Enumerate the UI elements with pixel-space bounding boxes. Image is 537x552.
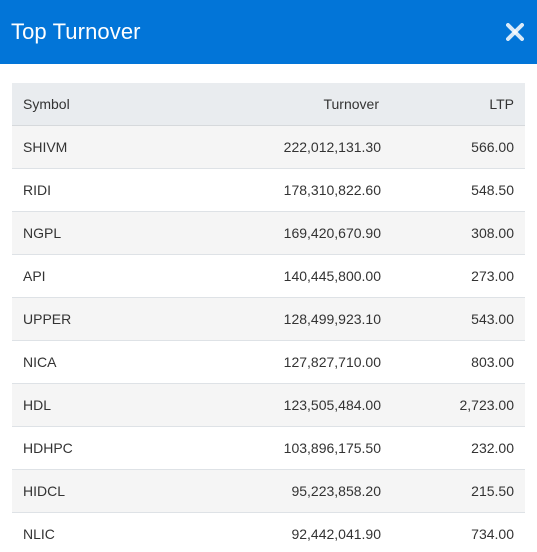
symbol-cell[interactable]: NICA xyxy=(12,340,173,384)
turnover-cell: 123,505,484.00 xyxy=(173,383,381,427)
turnover-cell: 169,420,670.90 xyxy=(173,211,381,255)
table-row: HDHPC 103,896,175.50 232.00 xyxy=(12,426,525,470)
turnover-cell: 103,896,175.50 xyxy=(173,426,381,470)
ltp-cell: 273.00 xyxy=(381,254,525,298)
symbol-cell[interactable]: SHIVM xyxy=(12,125,173,169)
table-row: SHIVM 222,012,131.30 566.00 xyxy=(12,125,525,169)
table-row: UPPER 128,499,923.10 543.00 xyxy=(12,297,525,341)
turnover-cell: 222,012,131.30 xyxy=(173,125,381,169)
turnover-cell: 140,445,800.00 xyxy=(173,254,381,298)
symbol-cell[interactable]: HDL xyxy=(12,383,173,427)
column-header-ltp[interactable]: LTP xyxy=(381,83,525,126)
column-header-symbol[interactable]: Symbol xyxy=(12,83,173,126)
table-header-row: Symbol Turnover LTP xyxy=(12,83,525,126)
symbol-cell[interactable]: UPPER xyxy=(12,297,173,341)
turnover-cell: 95,223,858.20 xyxy=(173,469,381,513)
ltp-cell: 548.50 xyxy=(381,168,525,212)
symbol-cell[interactable]: RIDI xyxy=(12,168,173,212)
ltp-cell: 232.00 xyxy=(381,426,525,470)
turnover-cell: 178,310,822.60 xyxy=(173,168,381,212)
turnover-table: Symbol Turnover LTP SHIVM 222,012,131.30… xyxy=(12,83,525,552)
turnover-cell: 92,442,041.90 xyxy=(173,512,381,552)
ltp-cell: 566.00 xyxy=(381,125,525,169)
ltp-cell: 734.00 xyxy=(381,512,525,552)
ltp-cell: 543.00 xyxy=(381,297,525,341)
table-row: RIDI 178,310,822.60 548.50 xyxy=(12,168,525,212)
table-row: HIDCL 95,223,858.20 215.50 xyxy=(12,469,525,513)
symbol-cell[interactable]: NLIC xyxy=(12,512,173,552)
turnover-cell: 128,499,923.10 xyxy=(173,297,381,341)
ltp-cell: 2,723.00 xyxy=(381,383,525,427)
table-row: NLIC 92,442,041.90 734.00 xyxy=(12,512,525,552)
table-row: API 140,445,800.00 273.00 xyxy=(12,254,525,298)
symbol-cell[interactable]: HDHPC xyxy=(12,426,173,470)
close-icon[interactable] xyxy=(504,21,526,43)
symbol-cell[interactable]: API xyxy=(12,254,173,298)
turnover-cell: 127,827,710.00 xyxy=(173,340,381,384)
dialog-title: Top Turnover xyxy=(11,19,141,44)
table-row: NGPL 169,420,670.90 308.00 xyxy=(12,211,525,255)
table-row: NICA 127,827,710.00 803.00 xyxy=(12,340,525,384)
column-header-turnover[interactable]: Turnover xyxy=(173,83,381,126)
turnover-table-container: Symbol Turnover LTP SHIVM 222,012,131.30… xyxy=(12,83,525,552)
dialog-header: Top Turnover xyxy=(0,0,537,64)
ltp-cell: 215.50 xyxy=(381,469,525,513)
ltp-cell: 308.00 xyxy=(381,211,525,255)
table-row: HDL 123,505,484.00 2,723.00 xyxy=(12,383,525,427)
symbol-cell[interactable]: HIDCL xyxy=(12,469,173,513)
ltp-cell: 803.00 xyxy=(381,340,525,384)
symbol-cell[interactable]: NGPL xyxy=(12,211,173,255)
